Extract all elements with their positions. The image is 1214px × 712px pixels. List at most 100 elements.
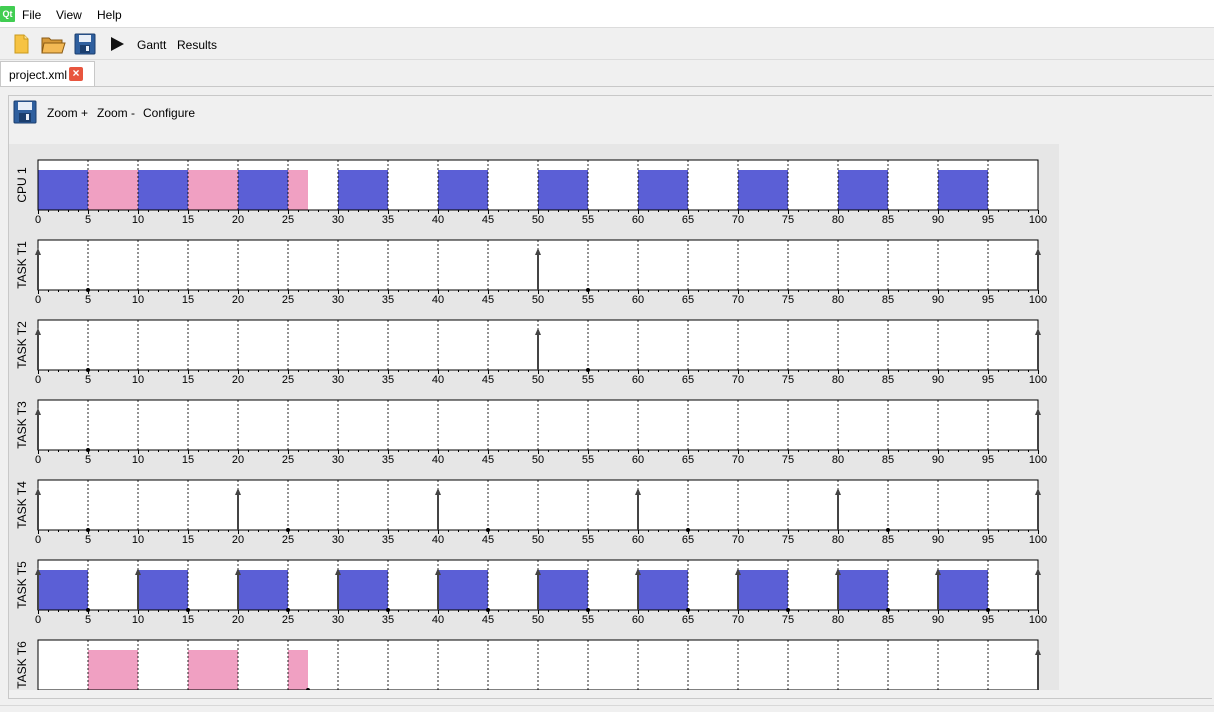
tick-label: 80 (832, 614, 844, 626)
tick-label: 65 (682, 454, 694, 466)
gantt-row: 0 5 10 15 20 25 30 35 40 45 50 55 60 65 70 75 80 85 90 95 10… (15, 399, 1047, 466)
execution-bar (288, 170, 308, 210)
save-icon[interactable] (72, 31, 98, 57)
tick-label: 20 (232, 214, 244, 226)
tab-label: project.xml (9, 68, 68, 82)
arrival-arrowhead (235, 568, 241, 575)
run-icon[interactable] (104, 31, 130, 57)
tick-label: 85 (882, 614, 894, 626)
results-button[interactable]: Results (177, 38, 218, 52)
row-label: TASK T4 (15, 481, 29, 529)
tick-label: 65 (682, 374, 694, 386)
tick-label: 5 (85, 454, 91, 466)
tick-label: 20 (232, 614, 244, 626)
tick-label: 0 (35, 214, 41, 226)
execution-bar (138, 570, 188, 610)
execution-bar (938, 570, 988, 610)
main-toolbar: Gantt Results (0, 28, 1214, 60)
tick-label: 55 (582, 614, 594, 626)
close-icon[interactable]: × (69, 67, 83, 81)
menubar: Qt File View Help (0, 0, 1214, 28)
tick-label: 75 (782, 614, 794, 626)
tick-label: 25 (282, 534, 294, 546)
tick-label: 65 (682, 214, 694, 226)
tick-label: 45 (482, 454, 494, 466)
tick-label: 25 (282, 374, 294, 386)
gantt-row: 0 5 10 15 20 25 30 35 40 45 50 55 60 65 70 75 80 85 90 95 10… (15, 239, 1047, 306)
tick-label: 95 (982, 614, 994, 626)
arrival-arrowhead (1035, 328, 1041, 335)
tick-label: 65 (682, 534, 694, 546)
open-folder-icon[interactable] (40, 31, 66, 57)
arrival-arrowhead (35, 408, 41, 415)
tick-label: 100 (1029, 214, 1047, 226)
execution-bar (338, 570, 388, 610)
zoom-out-button[interactable]: Zoom - (97, 106, 136, 120)
execution-bar (438, 570, 488, 610)
tick-label: 30 (332, 214, 344, 226)
tick-label: 80 (832, 374, 844, 386)
tick-label: 35 (382, 614, 394, 626)
execution-bar (88, 170, 138, 210)
tick-label: 75 (782, 374, 794, 386)
tick-label: 5 (85, 374, 91, 386)
tab-project-xml[interactable]: project.xml × (0, 61, 95, 86)
deadline-dot (486, 528, 490, 532)
tick-label: 35 (382, 374, 394, 386)
execution-bar (38, 570, 88, 610)
deadline-dot (186, 608, 190, 612)
tick-label: 35 (382, 214, 394, 226)
arrival-arrowhead (535, 248, 541, 255)
tick-label: 55 (582, 534, 594, 546)
tick-label: 95 (982, 454, 994, 466)
tick-label: 70 (732, 454, 744, 466)
tick-label: 25 (282, 614, 294, 626)
menu-help[interactable]: Help (97, 8, 122, 22)
execution-bar (638, 170, 688, 210)
tick-label: 20 (232, 374, 244, 386)
tab-bar: project.xml × (0, 60, 1214, 87)
row-label: TASK T1 (15, 241, 29, 289)
arrival-arrowhead (235, 488, 241, 495)
arrival-arrowhead (735, 568, 741, 575)
tick-label: 50 (532, 454, 544, 466)
execution-bar (138, 170, 188, 210)
menu-view[interactable]: View (56, 8, 82, 22)
menu-file[interactable]: File (22, 8, 42, 22)
new-file-icon[interactable] (8, 31, 34, 57)
arrival-arrowhead (1035, 408, 1041, 415)
tick-label: 10 (132, 374, 144, 386)
tick-label: 55 (582, 214, 594, 226)
tick-label: 100 (1029, 534, 1047, 546)
zoom-in-button[interactable]: Zoom + (47, 106, 89, 120)
tick-label: 45 (482, 214, 494, 226)
tick-label: 75 (782, 294, 794, 306)
configure-button[interactable]: Configure (143, 106, 196, 120)
deadline-dot (786, 608, 790, 612)
execution-bar (538, 170, 588, 210)
deadline-dot (286, 528, 290, 532)
execution-bar (188, 170, 238, 210)
tick-label: 100 (1029, 454, 1047, 466)
tick-label: 70 (732, 214, 744, 226)
execution-bar (738, 570, 788, 610)
tick-label: 45 (482, 614, 494, 626)
gantt-row: 0 5 10 15 20 25 30 35 40 45 50 55 60 65 70 75 80 85 90 95 10… (15, 159, 1047, 226)
arrival-arrowhead (35, 568, 41, 575)
gantt-row: 0 5 10 15 20 25 30 35 40 45 50 55 60 65 70 75 80 85 90 95 10… (15, 559, 1047, 626)
deadline-dot (386, 608, 390, 612)
deadline-dot (886, 608, 890, 612)
execution-bar (38, 170, 88, 210)
tick-label: 80 (832, 214, 844, 226)
save-gantt-icon[interactable] (12, 99, 38, 125)
tick-label: 75 (782, 534, 794, 546)
arrival-arrowhead (835, 488, 841, 495)
tick-label: 90 (932, 454, 944, 466)
deadline-dot (586, 288, 590, 292)
deadline-dot (86, 368, 90, 372)
deadline-dot (886, 528, 890, 532)
gantt-button[interactable]: Gantt (137, 38, 167, 52)
tick-label: 60 (632, 614, 644, 626)
deadline-dot (86, 608, 90, 612)
tick-label: 15 (182, 214, 194, 226)
